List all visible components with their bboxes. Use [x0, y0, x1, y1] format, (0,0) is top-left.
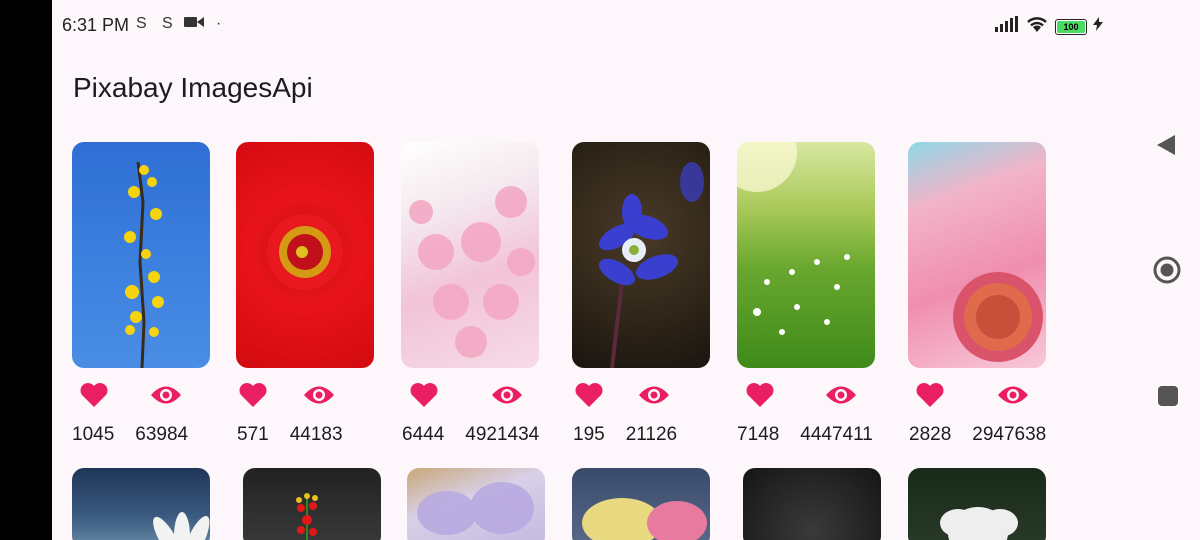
system-nav-bar: [1135, 0, 1200, 540]
app-screen: 6:31 PM S S · 100 Pixabay ImagesApi: [52, 0, 1135, 540]
likes-count: 2828: [909, 424, 952, 445]
heart-icon[interactable]: [410, 382, 438, 413]
eye-icon[interactable]: [638, 384, 670, 411]
image-card[interactable]: [572, 468, 710, 540]
home-icon[interactable]: [1153, 256, 1181, 289]
dot-icon: ·: [216, 15, 222, 32]
views-count: 21126: [625, 424, 678, 445]
heart-icon[interactable]: [916, 382, 944, 413]
image-thumbnail[interactable]: [737, 142, 875, 368]
likes-count: 195: [573, 424, 605, 445]
likes-count: 1045: [72, 424, 115, 445]
eye-icon[interactable]: [303, 384, 335, 411]
signal-icon: [995, 16, 1019, 37]
image-thumbnail[interactable]: [908, 468, 1046, 540]
status-right: 100: [995, 15, 1103, 38]
image-card[interactable]: [243, 468, 381, 540]
image-card[interactable]: [743, 468, 881, 540]
image-card[interactable]: [737, 142, 875, 368]
heart-icon[interactable]: [239, 382, 267, 413]
video-camera-icon: [184, 15, 204, 34]
image-thumbnail[interactable]: [72, 468, 210, 540]
image-card[interactable]: [908, 468, 1046, 540]
image-card[interactable]: [407, 468, 545, 540]
eye-icon[interactable]: [491, 384, 523, 411]
image-thumbnail[interactable]: [243, 468, 381, 540]
views-count: 4921434: [465, 424, 540, 445]
image-thumbnail[interactable]: [407, 468, 545, 540]
likes-count: 7148: [737, 424, 780, 445]
views-count: 2947638: [972, 424, 1047, 445]
views-count: 63984: [135, 424, 189, 445]
likes-count: 6444: [402, 424, 445, 445]
status-time: 6:31 PM: [62, 15, 130, 35]
image-card[interactable]: [572, 142, 710, 368]
back-icon[interactable]: [1155, 133, 1177, 162]
image-thumbnail[interactable]: [401, 142, 539, 368]
image-card[interactable]: [401, 142, 539, 368]
wifi-icon: [1025, 15, 1049, 38]
charging-icon: [1093, 17, 1103, 36]
image-thumbnail[interactable]: [72, 142, 210, 368]
eye-icon[interactable]: [150, 384, 182, 411]
sync-icon: S: [162, 15, 173, 32]
image-card[interactable]: [72, 142, 210, 368]
sync-icon: S: [136, 15, 147, 32]
heart-icon[interactable]: [746, 382, 774, 413]
page-title: Pixabay ImagesApi: [73, 72, 313, 103]
heart-icon[interactable]: [575, 382, 603, 413]
image-thumbnail[interactable]: [236, 142, 374, 368]
views-count: 44183: [289, 424, 343, 445]
image-card[interactable]: [908, 142, 1046, 368]
eye-icon[interactable]: [825, 384, 857, 411]
eye-icon[interactable]: [997, 384, 1029, 411]
image-thumbnail[interactable]: [743, 468, 881, 540]
likes-count: 571: [237, 424, 269, 445]
status-bar: 6:31 PM S S · 100: [52, 0, 1135, 52]
image-card[interactable]: [236, 142, 374, 368]
heart-icon[interactable]: [80, 382, 108, 413]
image-thumbnail[interactable]: [908, 142, 1046, 368]
battery-icon: 100: [1055, 18, 1087, 35]
image-thumbnail[interactable]: [572, 142, 710, 368]
views-count: 4447411: [800, 424, 873, 445]
image-thumbnail[interactable]: [572, 468, 710, 540]
image-card[interactable]: [72, 468, 210, 540]
recents-icon[interactable]: [1157, 385, 1179, 412]
